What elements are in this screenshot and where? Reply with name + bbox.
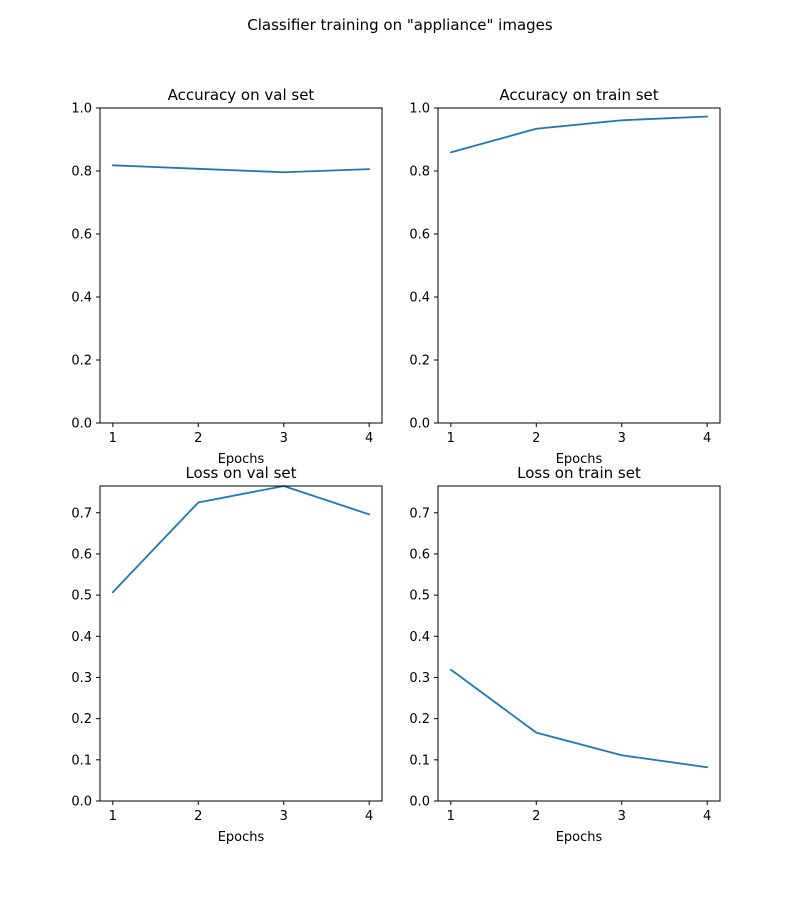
y-tick-label: 0.4 — [409, 291, 430, 306]
axes-frame — [437, 485, 721, 802]
y-tick-label: 0.0 — [71, 795, 92, 810]
data-point — [197, 167, 200, 170]
y-tick-label: 0.2 — [409, 712, 430, 727]
data-point — [449, 151, 452, 154]
y-tick-label: 0.6 — [71, 547, 92, 562]
data-point — [111, 164, 114, 167]
y-tick-label: 0.3 — [409, 671, 430, 686]
x-tick-label: 2 — [194, 809, 202, 824]
subplot-title: Accuracy on train set — [499, 86, 658, 104]
x-tick-label: 3 — [618, 809, 626, 824]
y-tick-label: 0.2 — [409, 354, 430, 369]
y-tick-label: 0.4 — [409, 630, 430, 645]
x-tick-label: 2 — [194, 431, 202, 446]
y-tick-label: 0.4 — [71, 630, 92, 645]
series-line — [112, 164, 370, 174]
data-point — [620, 754, 623, 757]
x-tick-label: 3 — [280, 431, 288, 446]
x-tick-label: 1 — [109, 809, 117, 824]
y-tick-label: 0.2 — [71, 712, 92, 727]
data-point — [368, 168, 371, 171]
data-point — [368, 513, 371, 516]
series-line — [450, 115, 708, 154]
subplot-title: Accuracy on val set — [168, 86, 315, 104]
data-point — [535, 731, 538, 734]
data-point — [111, 591, 114, 594]
x-tick-label: 1 — [109, 431, 117, 446]
subplot-4: Loss on train set 1 2 3 4 0.0 0.1 0.2 0.3 0.4 0.5 0… — [409, 464, 721, 845]
x-tick-label: 4 — [703, 431, 711, 446]
axes-frame — [99, 485, 383, 802]
x-axis-label: Epochs — [218, 830, 265, 845]
data-point — [449, 668, 452, 671]
x-tick-label: 2 — [532, 809, 540, 824]
data-point — [535, 127, 538, 130]
x-tick-label: 1 — [447, 431, 455, 446]
x-tick-label: 4 — [703, 809, 711, 824]
series-line — [112, 485, 370, 593]
y-tick-label: 0.5 — [71, 589, 92, 604]
subplot-2: Accuracy on train set 1 2 3 4 0.0 0.2 0.4 0.6 0.8… — [409, 86, 721, 467]
y-tick-label: 0.0 — [409, 417, 430, 432]
figure-title: Classifier training on "appliance" image… — [247, 16, 553, 34]
x-axis-label: Epochs — [218, 452, 265, 467]
y-tick-label: 0.6 — [409, 228, 430, 243]
x-tick-label: 3 — [618, 431, 626, 446]
x-tick-label: 4 — [365, 431, 373, 446]
data-point — [706, 115, 709, 118]
data-point — [620, 119, 623, 122]
x-tick-label: 3 — [280, 809, 288, 824]
y-tick-label: 0.6 — [409, 547, 430, 562]
y-tick-label: 0.6 — [71, 228, 92, 243]
subplot-title: Loss on train set — [517, 464, 641, 482]
y-tick-label: 1.0 — [71, 102, 92, 117]
x-axis-label: Epochs — [556, 830, 603, 845]
data-point — [197, 501, 200, 504]
y-tick-label: 0.0 — [71, 417, 92, 432]
y-tick-label: 0.1 — [409, 753, 430, 768]
y-tick-label: 0.1 — [71, 753, 92, 768]
y-tick-label: 0.7 — [409, 506, 430, 521]
series-line — [450, 668, 708, 769]
subplot-1: Accuracy on val set 1 2 3 4 0.0 0.2 0.4 0.6 0.8 1.… — [71, 86, 383, 467]
y-tick-label: 0.4 — [71, 291, 92, 306]
y-tick-label: 0.0 — [409, 795, 430, 810]
data-point — [706, 766, 709, 769]
x-tick-label: 1 — [447, 809, 455, 824]
subplot-3: Loss on val set 1 2 3 4 0.0 0.1 0.2 0.3 0.4 0.5 0.6… — [71, 464, 383, 845]
y-tick-label: 0.8 — [71, 165, 92, 180]
y-tick-label: 0.3 — [71, 671, 92, 686]
subplot-title: Loss on val set — [185, 464, 296, 482]
y-tick-label: 0.2 — [71, 354, 92, 369]
x-tick-label: 4 — [365, 809, 373, 824]
axes-frame — [437, 107, 721, 424]
y-tick-label: 0.7 — [71, 506, 92, 521]
y-tick-label: 1.0 — [409, 102, 430, 117]
x-axis-label: Epochs — [556, 452, 603, 467]
y-tick-label: 0.5 — [409, 589, 430, 604]
axes-frame — [99, 107, 383, 424]
y-tick-label: 0.8 — [409, 165, 430, 180]
data-point — [282, 171, 285, 174]
x-tick-label: 2 — [532, 431, 540, 446]
